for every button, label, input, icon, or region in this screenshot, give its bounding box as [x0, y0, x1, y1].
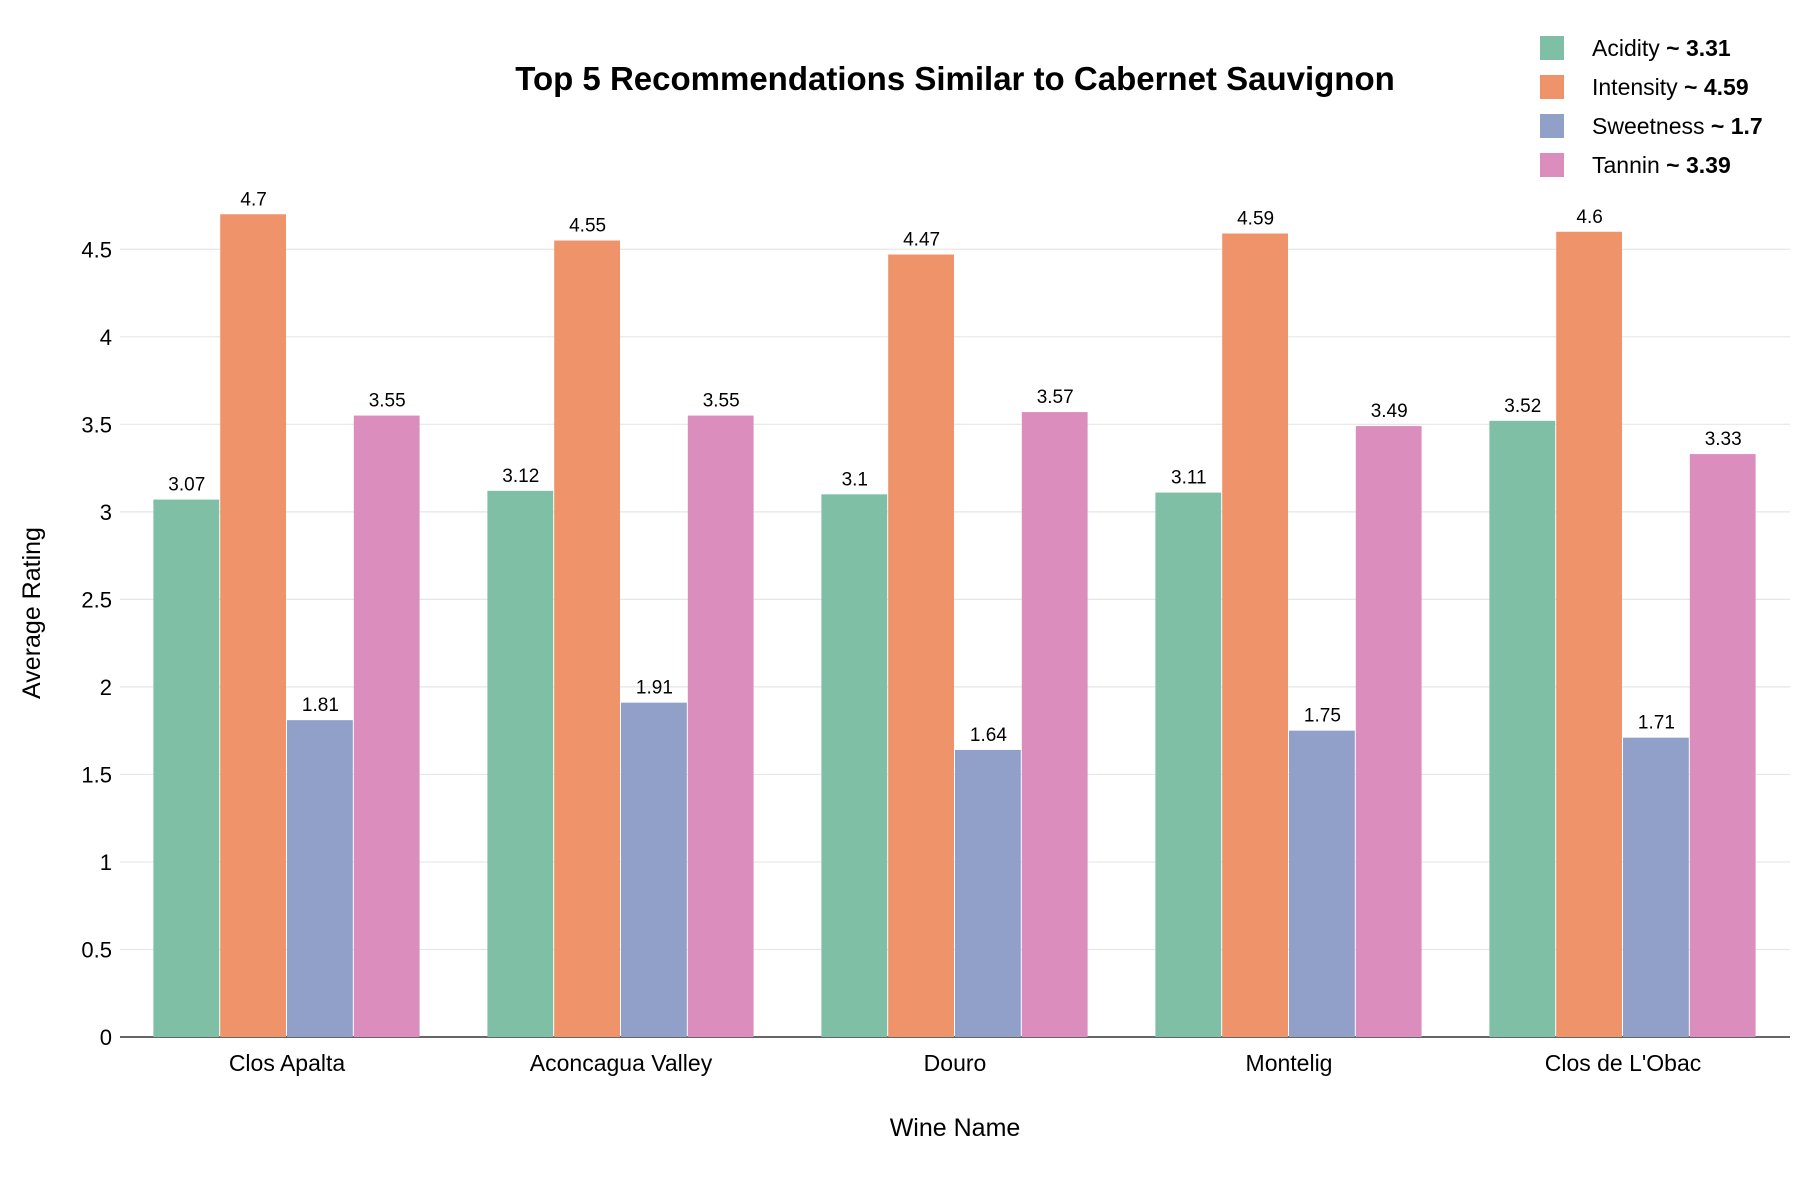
y-tick-label: 1 [100, 850, 112, 875]
bar [888, 254, 954, 1037]
bar-data-label: 3.49 [1371, 401, 1408, 422]
bar-data-label: 1.81 [302, 695, 339, 716]
legend-swatch [1540, 36, 1564, 60]
bar [1556, 231, 1622, 1038]
bar-data-label: 3.11 [1171, 468, 1207, 489]
legend-series-name: Sweetness [1592, 113, 1711, 139]
x-axis-title: Wine Name [890, 1114, 1021, 1142]
bar [353, 415, 420, 1037]
bar-data-label: 4.59 [1237, 209, 1274, 230]
bar [1155, 492, 1222, 1037]
bar [1623, 737, 1689, 1037]
chart-title: Top 5 Recommendations Similar to Caberne… [515, 60, 1395, 97]
bar-data-label: 1.64 [970, 725, 1007, 746]
x-tick-label: Aconcagua Valley [530, 1050, 713, 1076]
legend-series-name: Tannin [1592, 152, 1666, 178]
legend-series-average: ~ 3.39 [1666, 152, 1731, 178]
bar-data-label: 3.33 [1705, 429, 1742, 450]
legend-item: Intensity ~ 4.59 [1592, 74, 1749, 100]
bar [554, 240, 620, 1038]
bar [1355, 426, 1422, 1038]
bar-data-label: 3.07 [168, 475, 205, 496]
legend-series-name: Acidity [1592, 35, 1666, 61]
y-axis-title: Average Rating [18, 527, 46, 699]
data-labels: 3.07 4.7 1.81 3.55 3.12 4.55 1.91 3.55 3.1 4.47 1.… [168, 189, 1741, 746]
bar-data-label: 3.52 [1504, 396, 1541, 417]
bar [487, 490, 554, 1037]
bar-data-label: 3.1 [842, 469, 868, 490]
bar [153, 499, 220, 1037]
legend-series-name: Intensity [1592, 74, 1684, 100]
bar-data-label: 1.71 [1638, 713, 1675, 734]
bar [687, 415, 754, 1037]
bar [1489, 420, 1556, 1037]
legend-item: Tannin ~ 3.39 [1592, 152, 1731, 178]
bar [621, 702, 687, 1037]
legend-item: Acidity ~ 3.31 [1592, 35, 1731, 61]
x-tick-label: Douro [924, 1050, 987, 1076]
x-tick-label: Montelig [1246, 1050, 1333, 1076]
bar [1289, 730, 1355, 1037]
legend-series-average: ~ 4.59 [1684, 74, 1749, 100]
bar [1021, 412, 1088, 1037]
legend-swatch [1540, 75, 1564, 99]
y-tick-label: 0.5 [81, 937, 112, 962]
bar-data-label: 4.47 [903, 230, 940, 251]
bar-data-label: 1.91 [636, 678, 673, 699]
y-tick-label: 1.5 [81, 762, 112, 787]
bar-data-label: 4.55 [569, 216, 606, 237]
bar-data-label: 3.55 [703, 391, 740, 412]
legend-item: Sweetness ~ 1.7 [1592, 113, 1763, 139]
legend-series-average: ~ 3.31 [1666, 35, 1731, 61]
y-tick-label: 4 [100, 325, 112, 350]
y-axis-ticks: 0 0.5 1 1.5 2 2.5 3 3.5 4 4.5 [81, 237, 112, 1050]
legend-series-average: ~ 1.7 [1711, 113, 1763, 139]
y-tick-label: 4.5 [81, 237, 112, 262]
y-tick-label: 3.5 [81, 412, 112, 437]
bars [153, 214, 1756, 1038]
x-tick-label: Clos Apalta [229, 1050, 346, 1076]
bar [821, 494, 888, 1037]
bar-data-label: 1.75 [1304, 706, 1341, 727]
bar [1689, 454, 1756, 1037]
bar [287, 720, 353, 1037]
y-tick-label: 3 [100, 500, 112, 525]
bar [220, 214, 286, 1037]
legend: Acidity ~ 3.31 Intensity ~ 4.59 Sweetness … [1540, 35, 1763, 178]
bar-data-label: 3.12 [502, 466, 539, 487]
y-tick-label: 2.5 [81, 587, 112, 612]
y-tick-label: 0 [100, 1025, 112, 1050]
legend-swatch [1540, 153, 1564, 177]
bar-data-label: 4.7 [240, 189, 266, 210]
bar-data-label: 3.57 [1037, 387, 1074, 408]
bar-data-label: 3.55 [369, 391, 406, 412]
y-tick-label: 2 [100, 675, 112, 700]
x-axis-ticks: Clos Apalta Aconcagua Valley Douro Montelig… [229, 1050, 1701, 1076]
x-tick-label: Clos de L'Obac [1545, 1050, 1702, 1076]
bar [1222, 233, 1288, 1037]
legend-swatch [1540, 114, 1564, 138]
bar [955, 749, 1021, 1037]
bar-data-label: 4.6 [1576, 207, 1602, 228]
